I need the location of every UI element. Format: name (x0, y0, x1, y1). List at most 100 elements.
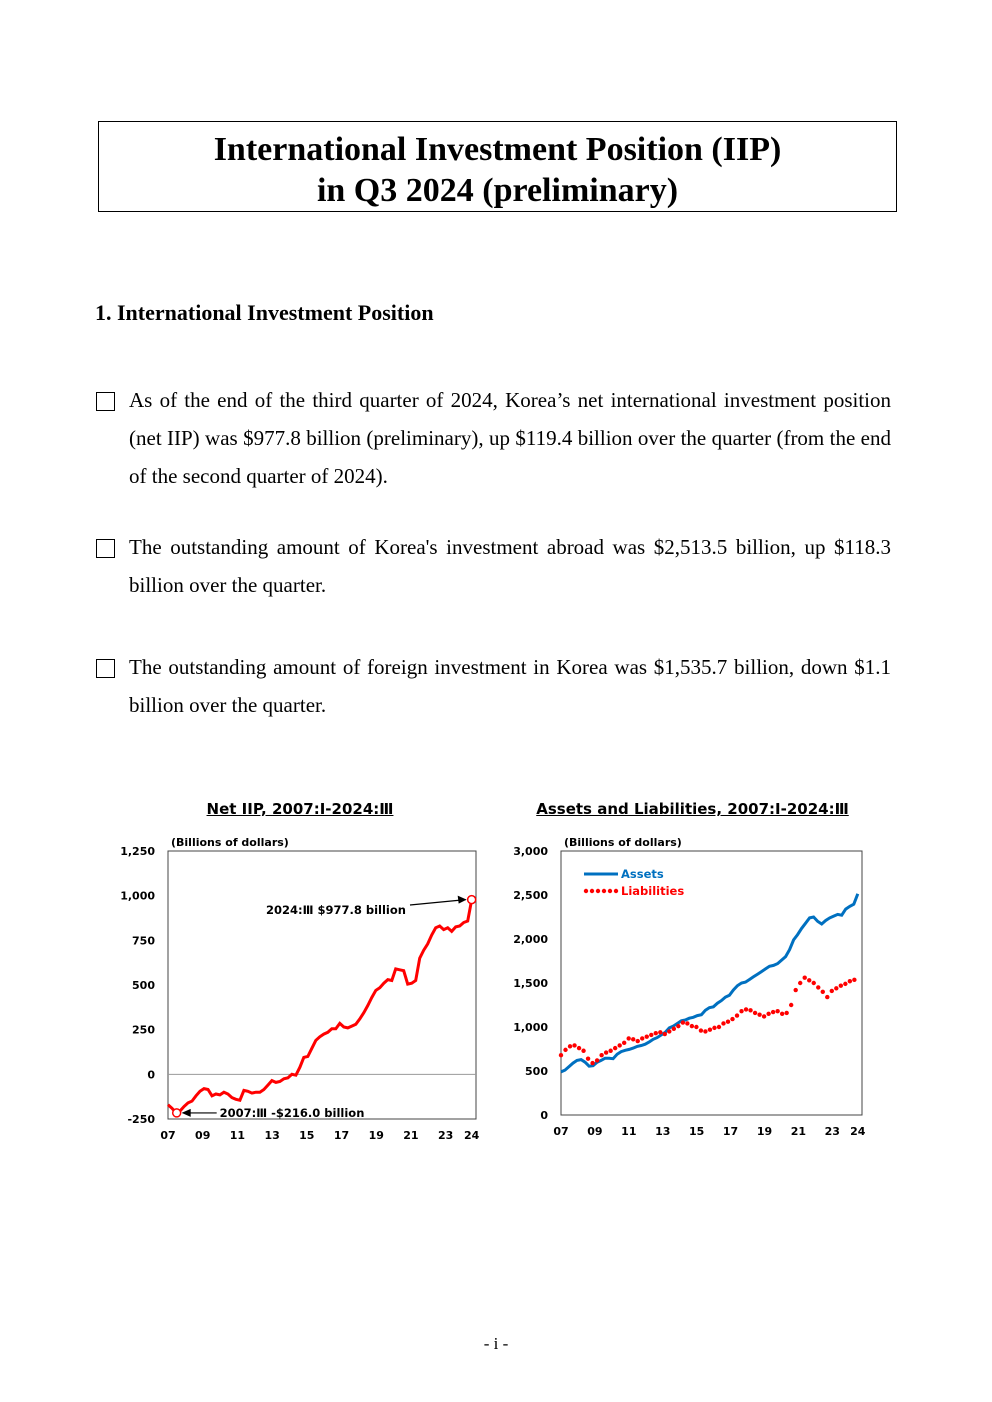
y-tick-label: -250 (127, 1113, 155, 1126)
liabilities-point (671, 1026, 677, 1031)
liabilities-point (640, 1036, 645, 1041)
liabilities-point (788, 1002, 794, 1008)
paragraph-3: The outstanding amount of foreign invest… (96, 648, 891, 724)
liabilities-point (712, 1025, 717, 1031)
plot-frame (560, 850, 863, 1116)
checkbox-bullet-icon (96, 539, 115, 558)
y-tick-label: 2,000 (513, 933, 548, 946)
x-tick-label: 07 (553, 1125, 568, 1138)
liabilities-point (721, 1021, 726, 1026)
paragraph-text: As of the end of the third quarter of 20… (129, 388, 891, 488)
liabilities-point (798, 980, 803, 986)
page-number: - i - (483, 1334, 509, 1353)
y-tick-label: 3,000 (513, 845, 548, 858)
liabilities-point (635, 1038, 640, 1044)
liabilities-point (725, 1019, 731, 1024)
unit-label: (Billions of dollars) (564, 836, 682, 849)
unit-label: (Billions of dollars) (171, 836, 289, 849)
liabilities-point (847, 979, 853, 984)
liabilities-point (834, 986, 839, 991)
y-tick-label: 1,000 (513, 1021, 548, 1034)
liabilities-point (676, 1023, 681, 1029)
y-tick-label: 2,500 (513, 889, 548, 902)
liabilities-point (802, 975, 807, 980)
liabilities-point (775, 1008, 780, 1014)
x-tick-label: 17 (334, 1129, 349, 1142)
y-tick-label: 1,250 (120, 845, 155, 858)
liabilities-point (766, 1011, 771, 1016)
plot-frame (167, 850, 477, 1120)
liabilities-point (594, 1058, 600, 1063)
x-tick-label: 09 (195, 1129, 210, 1142)
liabilities-point (608, 1048, 613, 1053)
liabilities-point (662, 1031, 668, 1037)
x-tick-label: 21 (403, 1129, 418, 1142)
liabilities-point (698, 1028, 704, 1033)
legend-assets-label: Assets (621, 867, 664, 881)
liabilities-point (612, 1045, 618, 1051)
x-tick-label: 15 (299, 1129, 314, 1142)
y-tick-label: 250 (132, 1024, 155, 1037)
liabilities-point (567, 1044, 573, 1049)
x-tick-label: 11 (621, 1125, 636, 1138)
legend-liabilities-label: Liabilities (621, 884, 684, 898)
legend-liabilities-swatch (601, 888, 607, 894)
liabilities-point (779, 1011, 785, 1016)
liabilities-point (811, 980, 816, 986)
x-tick-label: 23 (825, 1125, 840, 1138)
liabilities-point (820, 989, 825, 994)
liabilities-point (680, 1020, 686, 1025)
y-tick-label: 1,000 (120, 890, 155, 903)
checkbox-bullet-icon (96, 659, 115, 678)
chart-title: Assets and Liabilities, 2007:Ⅰ-2024:Ⅲ (536, 800, 849, 818)
liabilities-point (784, 1010, 789, 1016)
annotation-arrow (409, 899, 466, 906)
liabilities-point (703, 1029, 708, 1034)
x-tick-label: 19 (369, 1129, 384, 1142)
net-iip-line (166, 899, 474, 1115)
liabilities-point (585, 1056, 591, 1061)
legend-liabilities-swatch (583, 888, 589, 894)
paragraph-1: As of the end of the third quarter of 20… (96, 381, 891, 495)
paragraph-text: The outstanding amount of Korea's invest… (129, 535, 891, 597)
liabilities-point (653, 1030, 658, 1036)
x-tick-label: 15 (689, 1125, 704, 1138)
paragraph-text: The outstanding amount of foreign invest… (129, 655, 891, 717)
document-title-line2: in Q3 2024 (preliminary) (316, 172, 679, 209)
y-tick-label: 500 (132, 979, 155, 992)
title-box: International Investment Position (IIP) … (98, 121, 897, 212)
liabilities-point (644, 1034, 649, 1039)
liabilities-point (825, 994, 830, 1000)
liabilities-point (838, 983, 844, 988)
liabilities-point (558, 1052, 564, 1058)
liabilities-point (689, 1023, 695, 1029)
paragraph-2: The outstanding amount of Korea's invest… (96, 528, 891, 604)
chart-title: Net IIP, 2007:Ⅰ-2024:Ⅲ (206, 800, 394, 818)
x-tick-label: 09 (587, 1125, 602, 1138)
startpoint-marker (171, 1108, 182, 1118)
y-tick-label: 750 (132, 934, 155, 947)
liabilities-point (685, 1021, 690, 1026)
liabilities-point (576, 1045, 582, 1051)
liabilities-point (621, 1040, 627, 1046)
annotation-label: 2007:Ⅲ -$216.0 billion (220, 1106, 365, 1120)
liabilities-point (603, 1050, 609, 1055)
section-heading: 1. International Investment Position (95, 300, 434, 325)
liabilities-point (563, 1047, 568, 1053)
net-iip-chart: Net IIP, 2007:Ⅰ-2024:Ⅲ 1,250 1,000 750 500 2… (100, 795, 500, 1155)
liabilities-point (617, 1043, 622, 1048)
legend-liabilities-swatch (589, 888, 595, 894)
x-tick-label: 11 (230, 1129, 245, 1142)
liabilities-point (716, 1024, 722, 1030)
arrow-head-icon (181, 1108, 191, 1117)
y-tick-label: 0 (147, 1068, 155, 1081)
liabilities-point (793, 987, 798, 993)
liabilities-point (667, 1029, 672, 1034)
x-tick-label: 23 (438, 1129, 453, 1142)
endpoint-marker (466, 894, 477, 905)
liabilities-point (626, 1036, 631, 1041)
legend-liabilities-swatch (595, 888, 601, 894)
x-tick-label: 24 (850, 1125, 866, 1138)
liabilities-point (752, 1010, 758, 1016)
y-tick-label: 0 (540, 1109, 548, 1122)
